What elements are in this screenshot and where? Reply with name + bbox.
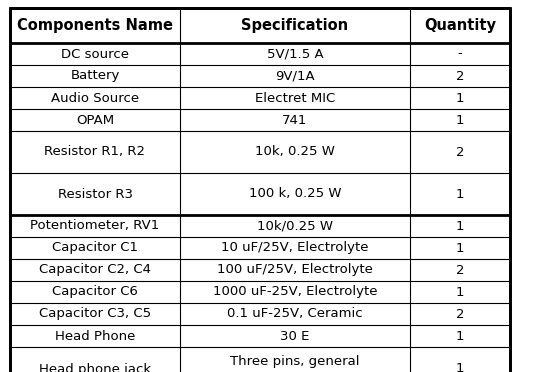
Text: 1: 1: [456, 113, 464, 126]
Text: 2: 2: [456, 145, 464, 158]
Bar: [10, 347, 180, 372]
Bar: [10, 87, 180, 109]
Bar: [10, 259, 180, 281]
Bar: [410, 65, 510, 87]
Text: 10k, 0.25 W: 10k, 0.25 W: [255, 145, 335, 158]
Text: 100 uF/25V, Electrolyte: 100 uF/25V, Electrolyte: [217, 263, 373, 276]
Bar: [180, 173, 410, 215]
Text: Capacitor C2, C4: Capacitor C2, C4: [39, 263, 151, 276]
Text: 2: 2: [456, 308, 464, 321]
Bar: [180, 237, 410, 259]
Text: Capacitor C6: Capacitor C6: [52, 285, 138, 298]
Text: 1: 1: [456, 219, 464, 232]
Bar: [410, 325, 510, 347]
Bar: [180, 109, 410, 131]
Bar: [410, 131, 510, 173]
Bar: [410, 237, 510, 259]
Text: 741: 741: [282, 113, 308, 126]
Text: Head phone jack: Head phone jack: [39, 362, 151, 372]
Text: Specification: Specification: [241, 18, 349, 33]
Bar: [180, 8, 410, 43]
Bar: [410, 347, 510, 372]
Bar: [180, 325, 410, 347]
Bar: [10, 303, 180, 325]
Text: 1: 1: [456, 285, 464, 298]
Bar: [10, 131, 180, 173]
Text: 30 E: 30 E: [280, 330, 310, 343]
Text: 1: 1: [456, 330, 464, 343]
Bar: [180, 215, 410, 237]
Bar: [10, 65, 180, 87]
Text: 1: 1: [456, 187, 464, 201]
Bar: [410, 303, 510, 325]
Bar: [180, 131, 410, 173]
Bar: [10, 173, 180, 215]
Bar: [180, 259, 410, 281]
Bar: [410, 43, 510, 65]
Text: OPAM: OPAM: [76, 113, 114, 126]
Text: Potentiometer, RV1: Potentiometer, RV1: [30, 219, 159, 232]
Text: 2: 2: [456, 70, 464, 83]
Bar: [410, 87, 510, 109]
Bar: [410, 109, 510, 131]
Bar: [410, 173, 510, 215]
Text: -: -: [457, 48, 462, 61]
Bar: [180, 65, 410, 87]
Bar: [10, 215, 180, 237]
Text: 5V/1.5 A: 5V/1.5 A: [266, 48, 323, 61]
Bar: [10, 237, 180, 259]
Text: 2: 2: [456, 263, 464, 276]
Bar: [410, 215, 510, 237]
Text: Battery: Battery: [70, 70, 120, 83]
Bar: [10, 43, 180, 65]
Bar: [180, 347, 410, 372]
Text: 1: 1: [456, 241, 464, 254]
Text: Three pins, general
purpose: Three pins, general purpose: [230, 355, 360, 372]
Bar: [10, 325, 180, 347]
Bar: [10, 281, 180, 303]
Text: Capacitor C3, C5: Capacitor C3, C5: [39, 308, 151, 321]
Bar: [410, 8, 510, 43]
Text: DC source: DC source: [61, 48, 129, 61]
Bar: [180, 303, 410, 325]
Text: 10k/0.25 W: 10k/0.25 W: [257, 219, 333, 232]
Bar: [10, 109, 180, 131]
Text: Components Name: Components Name: [17, 18, 173, 33]
Text: 9V/1A: 9V/1A: [275, 70, 315, 83]
Text: Quantity: Quantity: [424, 18, 496, 33]
Text: 0.1 uF-25V, Ceramic: 0.1 uF-25V, Ceramic: [227, 308, 363, 321]
Text: 1: 1: [456, 92, 464, 105]
Bar: [180, 87, 410, 109]
Bar: [180, 43, 410, 65]
Text: Resistor R3: Resistor R3: [57, 187, 133, 201]
Text: Capacitor C1: Capacitor C1: [52, 241, 138, 254]
Bar: [410, 259, 510, 281]
Text: 1: 1: [456, 362, 464, 372]
Text: Head Phone: Head Phone: [55, 330, 135, 343]
Text: Resistor R1, R2: Resistor R1, R2: [44, 145, 146, 158]
Text: 10 uF/25V, Electrolyte: 10 uF/25V, Electrolyte: [221, 241, 369, 254]
Text: 100 k, 0.25 W: 100 k, 0.25 W: [249, 187, 341, 201]
Text: 1000 uF-25V, Electrolyte: 1000 uF-25V, Electrolyte: [213, 285, 377, 298]
Bar: [10, 8, 180, 43]
Text: Electret MIC: Electret MIC: [255, 92, 335, 105]
Bar: [180, 281, 410, 303]
Text: Audio Source: Audio Source: [51, 92, 139, 105]
Bar: [410, 281, 510, 303]
